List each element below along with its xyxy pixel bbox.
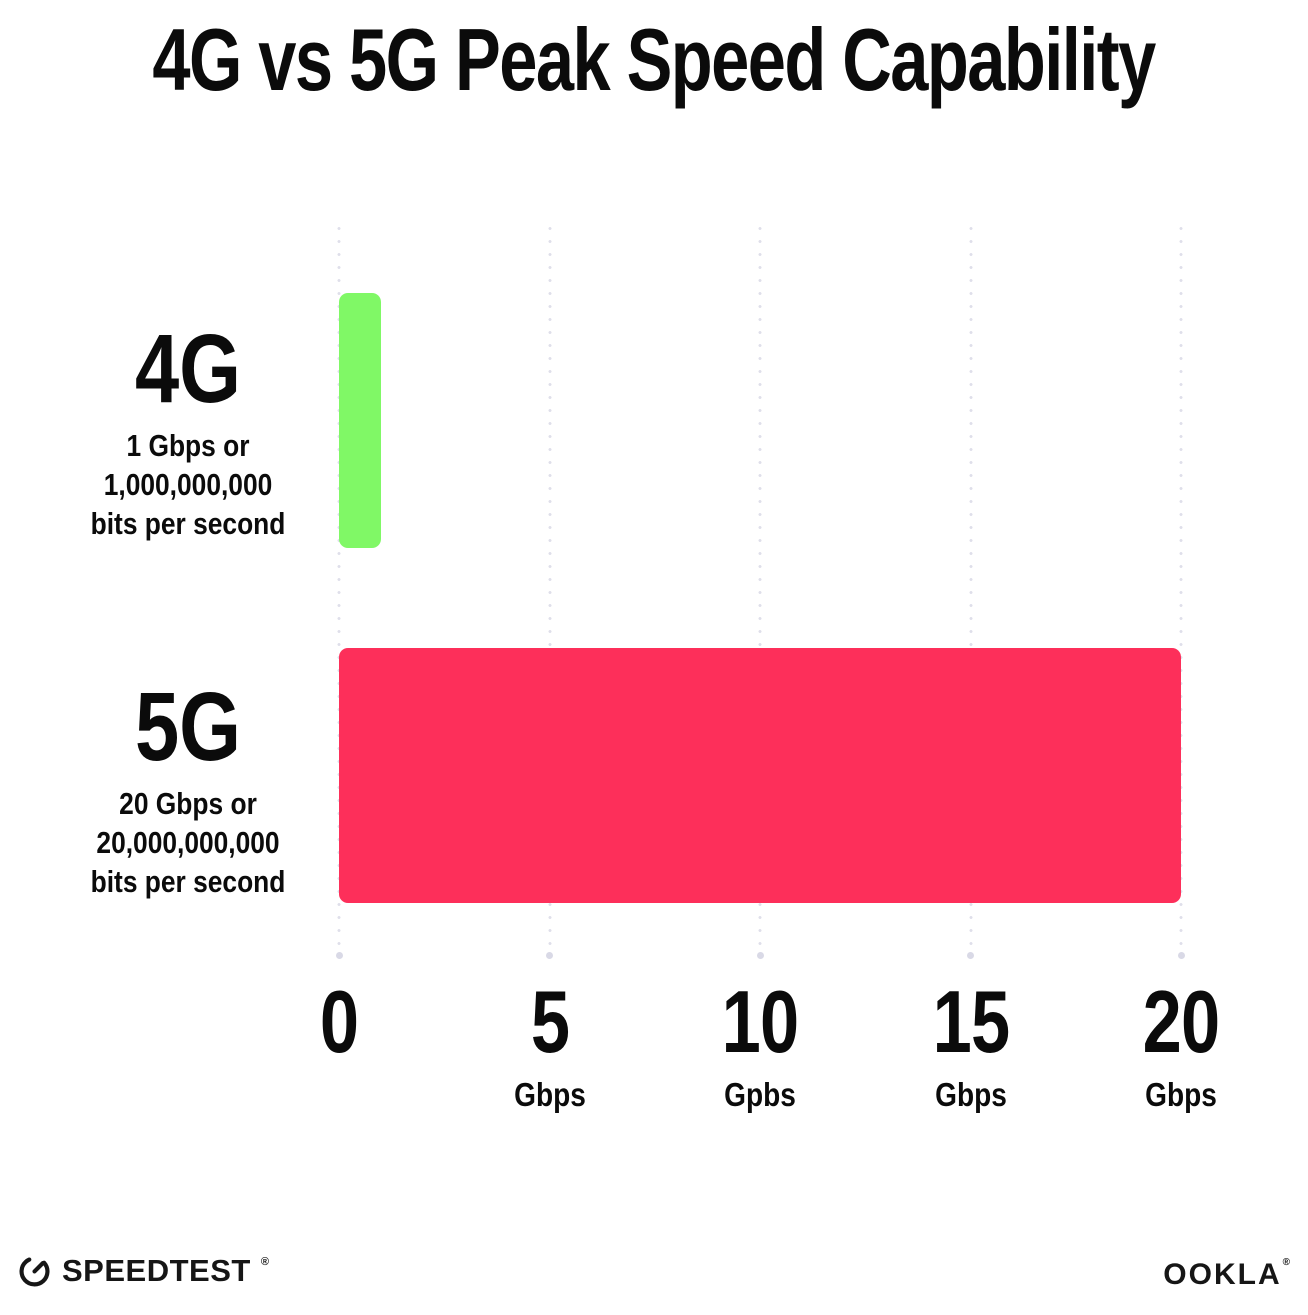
gridline-15 (969, 222, 972, 948)
plot-area (337, 222, 1183, 948)
gridline-20 (1179, 222, 1183, 948)
ookla-wordmark: OOKLA (1163, 1258, 1282, 1291)
ookla-reg-mark: ® (1282, 1257, 1292, 1268)
bar-5g (339, 648, 1181, 903)
x-axis: 0 5 Gbps 10 Gpbs 15 Gbps 20 Gbps (320, 972, 1220, 1118)
category-sublabel-5g: 20 Gbps or 20,000,000,000 bits per secon… (90, 786, 286, 899)
x-tick-15: 15 Gbps (932, 972, 1010, 1113)
x-tick-20: 20 Gbps (1142, 972, 1221, 1113)
speedtest-gauge-icon (19, 1256, 50, 1287)
chart-title: 4G vs 5G Peak Speed Capability (152, 10, 1157, 109)
x-tick-0: 0 (319, 972, 359, 1071)
x-tick-5: 5 Gbps (513, 972, 586, 1113)
speedtest-reg-mark: ® (260, 1256, 270, 1268)
gridline-5 (548, 222, 551, 948)
category-label-4g: 4G 1 Gbps or 1,000,000,000 bits per seco… (36, 320, 340, 543)
category-label-5g: 5G 20 Gbps or 20,000,000,000 bits per se… (36, 678, 340, 901)
gridline-0 (337, 222, 341, 948)
ookla-logo: OOKLA ® (1163, 1257, 1292, 1292)
speedtest-wordmark: SPEEDTEST (62, 1252, 251, 1288)
category-name-4g: 4G (134, 314, 242, 423)
category-name-5g: 5G (134, 672, 242, 781)
speedtest-logo: SPEEDTEST ® (16, 1252, 269, 1289)
bar-4g (339, 293, 382, 548)
x-tick-10: 10 Gpbs (721, 972, 800, 1113)
gridline-10 (758, 222, 762, 948)
category-sublabel-4g: 1 Gbps or 1,000,000,000 bits per second (90, 428, 286, 541)
